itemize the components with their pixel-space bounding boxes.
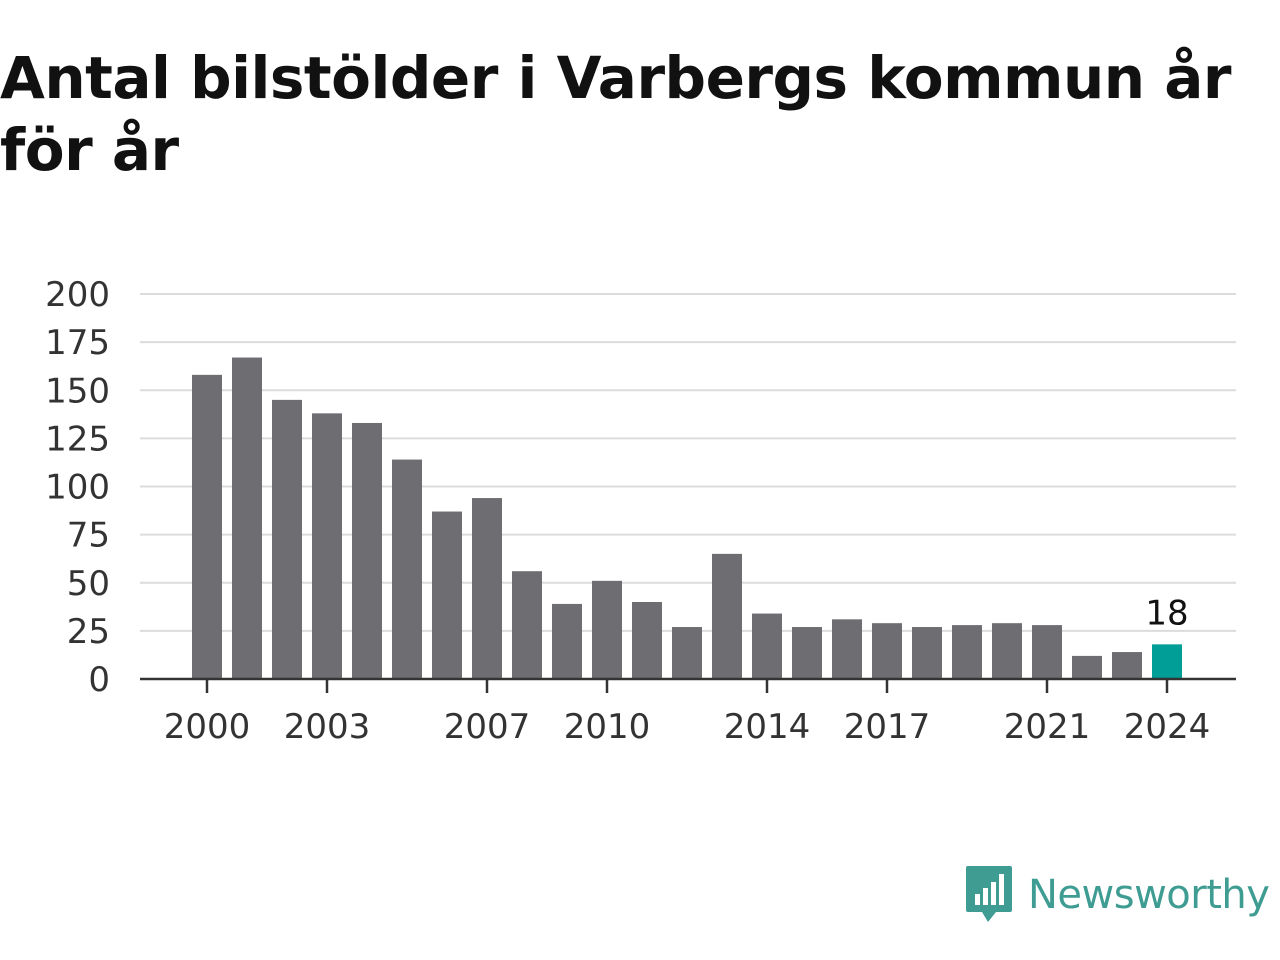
- data-label-2024: 18: [1145, 593, 1188, 633]
- y-tick-label-175: 175: [45, 323, 110, 363]
- y-tick-label-25: 25: [67, 612, 110, 652]
- bar-2015: [792, 627, 822, 679]
- y-tick-label-0: 0: [88, 660, 110, 700]
- bar-2009: [552, 603, 582, 679]
- bar-2020: [992, 623, 1022, 679]
- bar-2013: [712, 553, 742, 679]
- x-tick-label-2024: 2024: [1124, 707, 1211, 747]
- bar-2005: [392, 459, 422, 679]
- data-labels: 18: [1145, 593, 1188, 633]
- chart-title: Antal bilstölder i Varbergs kommun år fö…: [0, 44, 1232, 184]
- bar-2021: [1032, 625, 1062, 679]
- bar-2006: [432, 511, 462, 679]
- bar-2024: [1152, 644, 1182, 679]
- bars: [192, 357, 1182, 679]
- y-tick-label-75: 75: [67, 516, 110, 556]
- bar-2019: [952, 625, 982, 679]
- bar-2008: [512, 571, 542, 679]
- bar-2022: [1072, 655, 1102, 679]
- y-axis-tick-labels: 0 25 50 75 100 125 150 175 200: [45, 275, 110, 700]
- bar-2012: [672, 627, 702, 679]
- brand-name: Newsworthy: [1028, 872, 1270, 918]
- bar-2023: [1112, 652, 1142, 679]
- bar-2003: [312, 413, 342, 679]
- y-tick-label-100: 100: [45, 468, 110, 508]
- y-tick-label-125: 125: [45, 419, 110, 459]
- bar-2002: [272, 399, 302, 679]
- bar-2017: [872, 623, 902, 679]
- x-tick-label-2017: 2017: [844, 707, 931, 747]
- x-tick-label-2014: 2014: [724, 707, 811, 747]
- bar-2014: [752, 613, 782, 679]
- newsworthy-logo-icon: [966, 866, 1012, 922]
- bar-2010: [592, 580, 622, 679]
- gridlines: [140, 293, 1236, 632]
- y-tick-label-50: 50: [67, 564, 110, 604]
- x-tick-label-2010: 2010: [564, 707, 651, 747]
- bar-2016: [832, 619, 862, 679]
- y-tick-label-150: 150: [45, 371, 110, 411]
- x-tick-label-2021: 2021: [1004, 707, 1091, 747]
- bar-2001: [232, 357, 262, 679]
- bar-2007: [472, 498, 502, 679]
- bar-2004: [352, 422, 382, 679]
- newsworthy-brand[interactable]: Newsworthy: [964, 864, 1270, 926]
- y-tick-label-200: 200: [45, 275, 110, 315]
- x-tick-label-2000: 2000: [164, 707, 251, 747]
- x-axis-ticks: 2000 2003 2007 2010 2014 2017 2021 2024: [164, 679, 1211, 747]
- bar-2018: [912, 627, 942, 679]
- bar-2011: [632, 602, 662, 679]
- x-tick-label-2003: 2003: [284, 707, 371, 747]
- bar-2000: [192, 374, 222, 679]
- x-tick-label-2007: 2007: [444, 707, 531, 747]
